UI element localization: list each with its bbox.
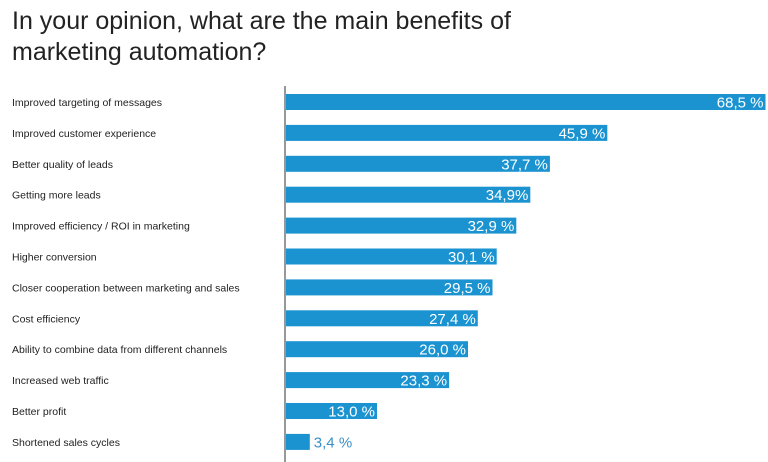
bar	[286, 94, 766, 110]
category-label: Shortened sales cycles	[12, 437, 120, 449]
category-label: Better profit	[12, 406, 66, 418]
data-label: 13,0 %	[328, 404, 375, 421]
bar	[286, 248, 497, 265]
data-label: 45,9 %	[559, 125, 606, 142]
data-label: 23,3 %	[400, 373, 447, 390]
data-label: 3,4 %	[314, 434, 352, 451]
category-label: Increased web traffic	[12, 375, 109, 387]
data-label: 26,0 %	[419, 342, 466, 359]
data-label: 29,5 %	[444, 280, 491, 297]
category-label: Improved efficiency / ROI in marketing	[12, 221, 190, 233]
category-label: Cost efficiency	[12, 313, 81, 325]
data-label: 68,5 %	[717, 95, 764, 112]
bar	[286, 155, 550, 172]
category-label: Getting more leads	[12, 190, 101, 202]
category-label: Improved targeting of messages	[12, 97, 162, 109]
bar	[286, 341, 468, 358]
category-label: Improved customer experience	[12, 128, 156, 140]
data-label: 30,1 %	[448, 249, 495, 266]
data-label: 34,9%	[486, 187, 529, 204]
bar	[286, 279, 493, 296]
data-label: 27,4 %	[429, 311, 476, 328]
bar	[286, 124, 608, 141]
data-label: 32,9 %	[468, 218, 515, 235]
bar	[286, 372, 450, 389]
bar	[286, 186, 531, 203]
bar	[286, 217, 517, 234]
category-label: Closer cooperation between marketing and…	[12, 282, 240, 294]
bar	[286, 310, 478, 327]
bar	[286, 403, 377, 419]
category-label: Ability to combine data from different c…	[12, 344, 227, 356]
data-label: 37,7 %	[501, 156, 548, 173]
category-label: Better quality of leads	[12, 159, 113, 171]
category-label: Higher conversion	[12, 252, 97, 264]
bar	[286, 433, 310, 450]
chart-title: In your opinion, what are the main benef…	[12, 7, 511, 66]
